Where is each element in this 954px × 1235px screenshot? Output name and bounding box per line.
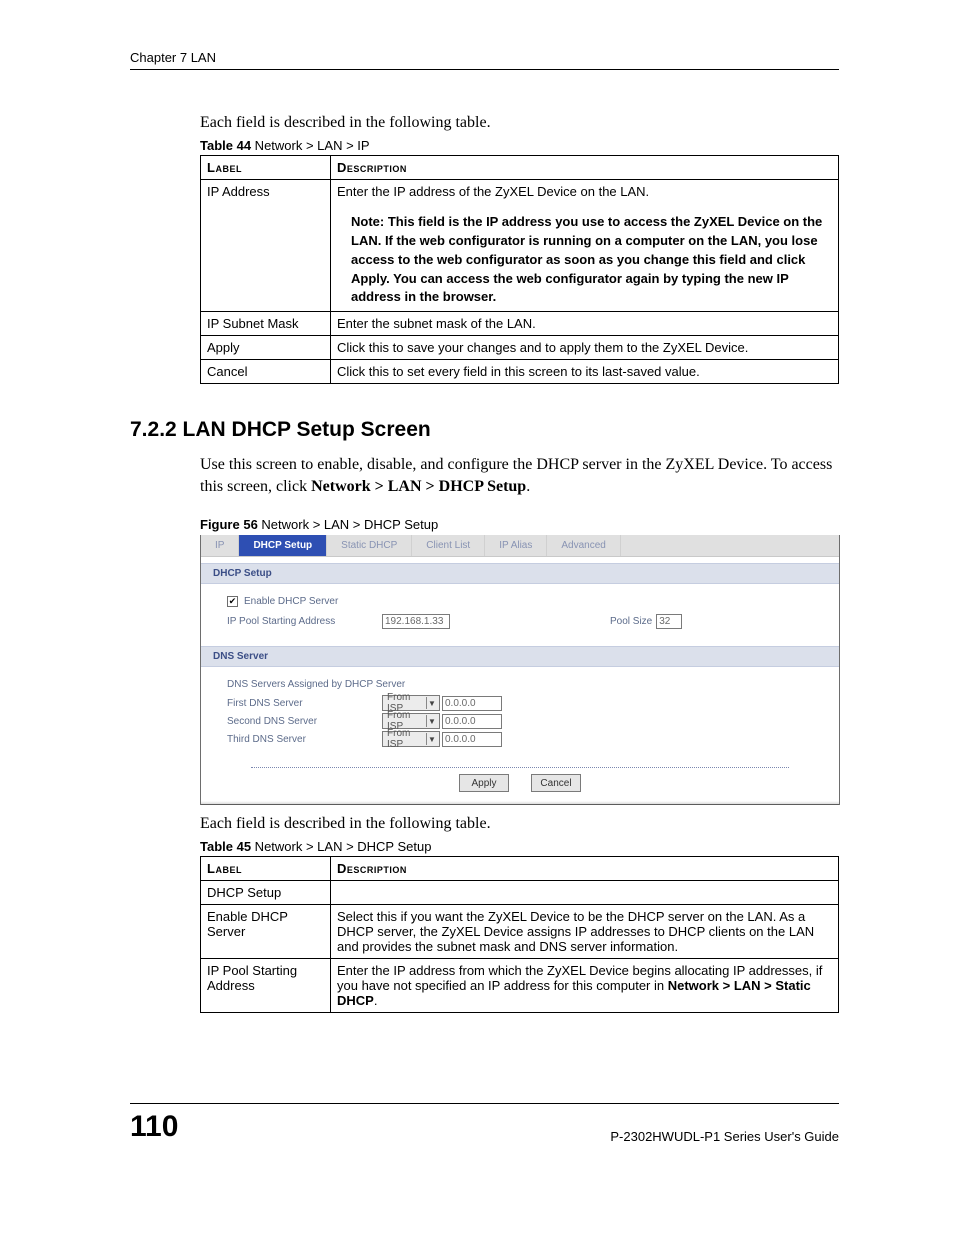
table45-caption-rest: Network > LAN > DHCP Setup [251, 839, 431, 854]
table-row: Apply Click this to save your changes an… [201, 336, 839, 360]
th-label: Label [201, 857, 331, 881]
cell-label: Enable DHCP Server [201, 905, 331, 959]
th-desc: Description [331, 857, 839, 881]
dns-assigned-label: DNS Servers Assigned by DHCP Server [227, 679, 405, 690]
cell-label: IP Subnet Mask [201, 312, 331, 336]
pool-start-label: IP Pool Starting Address [227, 616, 382, 627]
table45-caption: Table 45 Network > LAN > DHCP Setup [200, 839, 839, 854]
th-label: Label [201, 156, 331, 180]
tab-static-dhcp[interactable]: Static DHCP [327, 535, 412, 556]
table-row: DHCP Setup [201, 881, 839, 905]
chapter-header: Chapter 7 LAN [130, 50, 839, 70]
tab-dhcp-setup[interactable]: DHCP Setup [239, 535, 327, 556]
intro-text-2: Each field is described in the following… [200, 815, 839, 833]
dns3-select[interactable]: From ISP ▼ [382, 731, 440, 747]
dns3-row: Third DNS Server From ISP ▼ [227, 731, 813, 747]
table44-caption-rest: Network > LAN > IP [251, 138, 370, 153]
dns2-row: Second DNS Server From ISP ▼ [227, 713, 813, 729]
th-desc: Description [331, 156, 839, 180]
pool-size-block: Pool Size [610, 614, 682, 629]
apply-button[interactable]: Apply [459, 774, 509, 792]
section-body: Use this screen to enable, disable, and … [200, 454, 839, 497]
page-footer: 110 P-2302HWUDL-P1 Series User's Guide [130, 1103, 839, 1144]
table-row: IP Subnet Mask Enter the subnet mask of … [201, 312, 839, 336]
dns2-label: Second DNS Server [227, 716, 382, 727]
dns-form-area: DNS Servers Assigned by DHCP Server Firs… [201, 667, 839, 757]
table45-caption-bold: Table 45 [200, 839, 251, 854]
table-row: IP Address Enter the IP address of the Z… [201, 180, 839, 312]
cell-desc: Click this to save your changes and to a… [331, 336, 839, 360]
section-heading: 7.2.2 LAN DHCP Setup Screen [130, 418, 839, 442]
cell-label: IP Address [201, 180, 331, 312]
table-row: Enable DHCP Server Select this if you wa… [201, 905, 839, 959]
enable-dhcp-row: ✔ Enable DHCP Server [227, 592, 813, 610]
cell-label: Apply [201, 336, 331, 360]
section-body-post: . [526, 478, 530, 495]
cancel-button[interactable]: Cancel [531, 774, 581, 792]
section-bar-dhcp: DHCP Setup [201, 563, 839, 584]
enable-dhcp-checkbox[interactable]: ✔ [227, 596, 238, 607]
figure56-caption: Figure 56 Network > LAN > DHCP Setup [200, 517, 839, 532]
table44-caption: Table 44 Network > LAN > IP [200, 138, 839, 153]
dns1-select[interactable]: From ISP ▼ [382, 695, 440, 711]
table-header-row: Label Description [201, 156, 839, 180]
section-body-bold: Network > LAN > DHCP Setup [311, 478, 526, 495]
table44: Label Description IP Address Enter the I… [200, 155, 839, 384]
dns2-select[interactable]: From ISP ▼ [382, 713, 440, 729]
dns1-ip-input[interactable] [442, 696, 502, 711]
tab-client-list[interactable]: Client List [412, 535, 485, 556]
cell-label: DHCP Setup [201, 881, 331, 905]
dns3-ip-input[interactable] [442, 732, 502, 747]
button-row: Apply Cancel [201, 774, 839, 792]
ip-note: Note: This field is the IP address you u… [351, 213, 832, 307]
dns2-ip-input[interactable] [442, 714, 502, 729]
pool-size-input[interactable] [656, 614, 682, 629]
cell-desc: Click this to set every field in this sc… [331, 360, 839, 384]
intro-text-1: Each field is described in the following… [200, 114, 839, 132]
pool-size-label: Pool Size [610, 616, 652, 627]
cell-desc: Enter the subnet mask of the LAN. [331, 312, 839, 336]
table-row: Cancel Click this to set every field in … [201, 360, 839, 384]
tab-ip[interactable]: IP [201, 535, 239, 556]
tab-advanced[interactable]: Advanced [547, 535, 620, 556]
table45: Label Description DHCP Setup Enable DHCP… [200, 856, 839, 1013]
dns3-select-value: From ISP [387, 728, 426, 750]
table-header-row: Label Description [201, 857, 839, 881]
tab-ip-alias[interactable]: IP Alias [485, 535, 547, 556]
chevron-down-icon: ▼ [426, 697, 437, 709]
guide-title: P-2302HWUDL-P1 Series User's Guide [610, 1129, 839, 1144]
dns-assigned-row: DNS Servers Assigned by DHCP Server [227, 675, 813, 693]
ip-desc-line1: Enter the IP address of the ZyXEL Device… [337, 184, 649, 199]
page-number: 110 [130, 1110, 178, 1144]
cell-desc: Enter the IP address from which the ZyXE… [331, 959, 839, 1013]
chevron-down-icon: ▼ [426, 733, 437, 745]
dhcp-setup-screenshot: IP DHCP Setup Static DHCP Client List IP… [200, 535, 840, 805]
tabs-row: IP DHCP Setup Static DHCP Client List IP… [201, 535, 839, 557]
separator [251, 767, 789, 768]
dns3-label: Third DNS Server [227, 734, 382, 745]
table44-caption-bold: Table 44 [200, 138, 251, 153]
chevron-down-icon: ▼ [426, 715, 437, 727]
pool-start-row: IP Pool Starting Address Pool Size [227, 612, 813, 630]
cell-desc: Select this if you want the ZyXEL Device… [331, 905, 839, 959]
figure56-caption-bold: Figure 56 [200, 517, 258, 532]
dns1-row: First DNS Server From ISP ▼ [227, 695, 813, 711]
cell-desc: Enter the IP address of the ZyXEL Device… [331, 180, 839, 312]
cell-desc [331, 881, 839, 905]
enable-dhcp-label: Enable DHCP Server [244, 596, 338, 607]
section-bar-dns: DNS Server [201, 646, 839, 667]
table-row: IP Pool Starting Address Enter the IP ad… [201, 959, 839, 1013]
t45-r2-post: . [374, 993, 378, 1008]
cell-label: Cancel [201, 360, 331, 384]
cell-label: IP Pool Starting Address [201, 959, 331, 1013]
pool-start-input[interactable] [382, 614, 450, 629]
dhcp-form-area: ✔ Enable DHCP Server IP Pool Starting Ad… [201, 584, 839, 640]
dns1-label: First DNS Server [227, 698, 382, 709]
figure56-caption-rest: Network > LAN > DHCP Setup [258, 517, 438, 532]
